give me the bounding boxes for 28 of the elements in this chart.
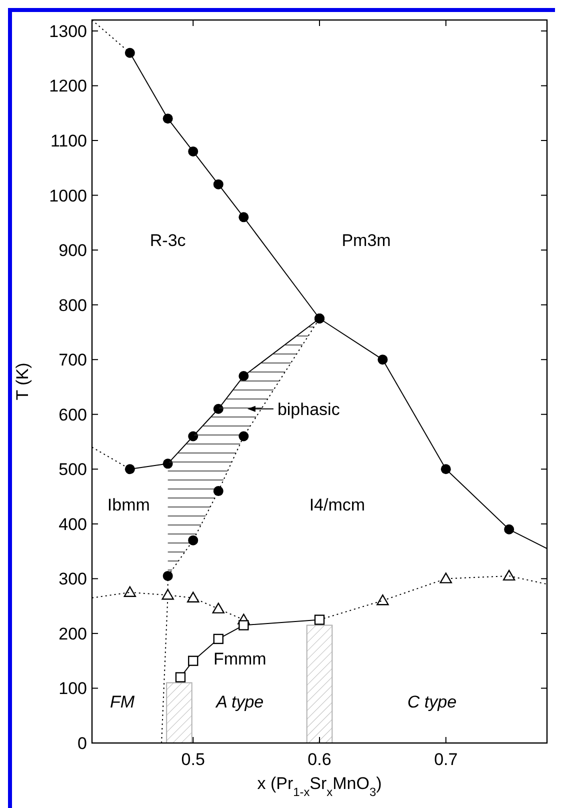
x-axis-title: x (Pr$_{1-x}$Sr$_{x}$MnO$_{3}$) — [257, 774, 382, 799]
y-tick-label: 1000 — [49, 186, 87, 206]
annotation: C type — [407, 692, 457, 712]
y-tick-label: 0 — [78, 734, 87, 753]
y-tick-label: 200 — [58, 624, 87, 644]
x-tick-label: 0.7 — [434, 750, 458, 769]
y-tick-label: 400 — [58, 514, 87, 534]
y-tick-label: 500 — [58, 460, 87, 480]
annotation: biphasic — [277, 400, 340, 419]
y-tick-label: 1100 — [50, 132, 87, 150]
annotation: Pm3m — [342, 231, 391, 250]
y-tick-label: 700 — [58, 350, 87, 370]
y-tick-label: 300 — [58, 570, 87, 589]
annotation: FM — [110, 692, 136, 712]
y-tick-label: 100 — [58, 679, 87, 698]
annotation: R-3c — [150, 231, 186, 250]
annotation: Ibmm — [107, 496, 150, 515]
x-tick-label: 0.6 — [308, 750, 332, 769]
y-tick-label: 600 — [58, 405, 87, 424]
annotation: I4/mcm — [309, 496, 366, 515]
x-tick-label: 0.5 — [181, 750, 205, 769]
y-tick-label: 900 — [58, 241, 87, 260]
y-axis-title: T (K) — [13, 362, 32, 400]
y-tick-label: 1300 — [49, 22, 87, 41]
annotation: A type — [215, 692, 264, 712]
y-tick-label: 800 — [58, 296, 87, 315]
annotation: Fmmm — [213, 650, 266, 669]
y-tick-label: 1200 — [49, 76, 87, 96]
